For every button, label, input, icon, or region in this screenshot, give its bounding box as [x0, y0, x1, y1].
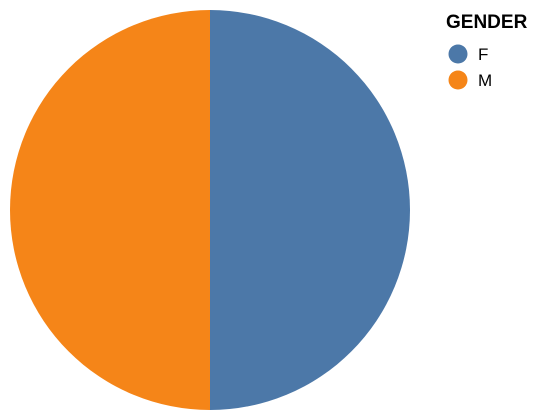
pie-slice-f: [210, 10, 410, 410]
legend-symbol-f: [448, 44, 468, 64]
legend-title: GENDER: [446, 12, 528, 33]
pie-slices: [10, 10, 410, 410]
legend-items: FM: [448, 44, 492, 90]
legend-symbol-m: [448, 70, 468, 90]
legend: GENDER FM: [446, 12, 528, 90]
pie-slice-m: [10, 10, 210, 410]
legend-label-m: M: [478, 71, 492, 90]
legend-label-f: F: [478, 45, 488, 64]
